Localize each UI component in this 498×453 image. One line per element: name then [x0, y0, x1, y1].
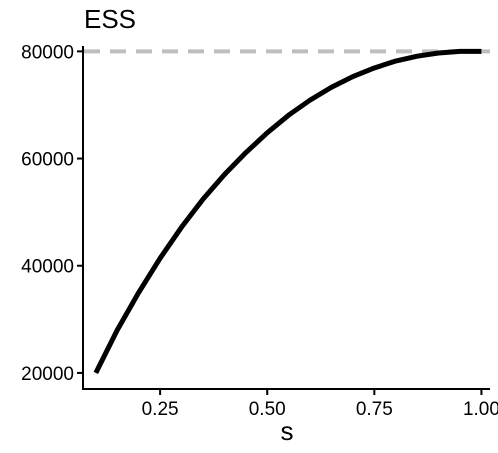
y-axis-ticks: 20000 40000 60000 80000	[21, 42, 83, 385]
x-tick-label: 0.25	[142, 399, 179, 420]
x-axis-ticks: 0.25 0.50 0.75 1.00	[142, 389, 498, 420]
chart-title: ESS	[84, 4, 136, 34]
plot-area	[84, 48, 490, 375]
y-tick-label: 40000	[21, 257, 74, 278]
x-tick-label: 0.50	[249, 399, 286, 420]
x-axis-title: s	[281, 416, 294, 446]
x-tick-label: 1.00	[463, 399, 498, 420]
x-tick-label: 0.75	[356, 399, 393, 420]
y-tick-label: 80000	[21, 42, 74, 63]
y-tick-label: 20000	[21, 364, 74, 385]
series-line-0	[93, 48, 482, 375]
y-tick-label: 60000	[21, 150, 74, 171]
